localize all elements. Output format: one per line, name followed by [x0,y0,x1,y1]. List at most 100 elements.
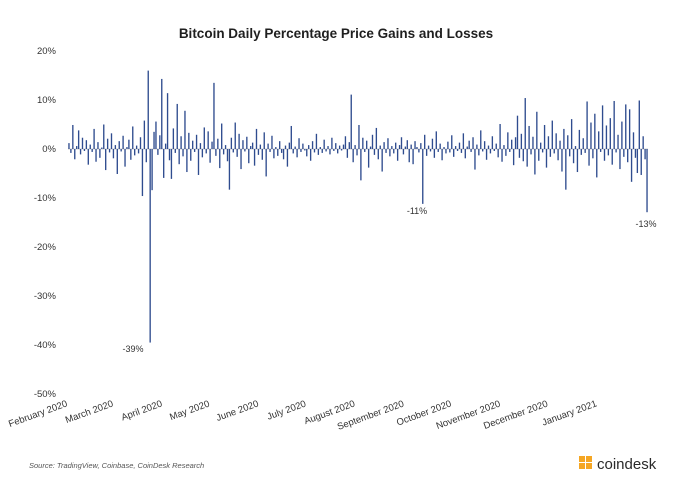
source-note: Source: TradingView, Coinbase, CoinDesk … [29,461,204,470]
bar [170,149,173,179]
coindesk-logo [579,456,592,469]
y-tick-label: -30% [34,291,57,302]
bar [335,143,337,149]
bar [116,149,118,174]
bar [352,149,354,163]
bar [331,137,333,149]
bar [377,149,379,160]
bar [207,131,209,149]
bar [193,149,196,152]
bar [317,149,320,155]
bar [570,119,573,149]
bar [85,140,88,149]
bar [277,149,279,156]
bar [375,127,378,149]
bar [149,149,151,343]
bar [561,149,563,172]
x-tick-label: July 2020 [266,398,308,422]
bar [574,146,577,149]
bar [265,149,267,177]
bar [79,149,82,155]
bar [350,94,352,149]
bar [439,143,441,149]
bar [427,145,430,149]
bar [584,149,586,153]
bar [68,143,70,149]
bar [553,149,555,154]
bar [257,149,260,155]
bar [366,140,368,149]
bar [646,149,648,213]
x-tick-label: April 2020 [120,398,164,423]
bar [360,149,362,181]
annotation-january-low: -13% [635,219,656,229]
bar [224,145,227,149]
y-tick-label: -10% [34,193,57,204]
bar [333,149,335,151]
bar [141,149,144,197]
bar [89,144,91,149]
bar [389,149,391,157]
bar [607,149,610,156]
coindesk-mark-icon [579,456,592,469]
bar [592,149,594,159]
bar [367,149,370,168]
bar [456,149,459,151]
bar [429,149,432,152]
bar [445,149,447,154]
bar [81,137,84,149]
bar [186,149,188,173]
bar [232,149,234,153]
bar [395,142,397,149]
bar [509,149,511,152]
bar [215,149,217,156]
bar [507,132,509,149]
bar [226,149,229,162]
bar [101,147,103,149]
bar [431,138,434,149]
bar [605,125,608,149]
bar [221,123,223,149]
bar [356,149,358,156]
bar [414,141,416,149]
bar [638,100,640,149]
bar [609,118,611,149]
bar [381,149,383,172]
bar [404,146,407,149]
bar [451,135,453,149]
bar [460,149,463,153]
bar [628,109,631,149]
bar [271,135,273,149]
bar [246,136,248,149]
annotation-march-low: -39% [122,344,143,354]
bar [483,141,486,149]
bar [128,139,130,149]
bar [290,125,292,149]
bar [308,145,310,149]
bar [400,137,403,149]
bar [122,135,124,149]
bar [454,146,457,149]
bar [337,149,339,154]
bar [323,139,325,149]
bar [418,149,420,153]
bar [437,149,439,152]
bar [499,124,501,149]
bar [300,149,302,152]
bar [340,149,343,151]
bar [536,111,538,149]
x-tick-label: May 2020 [168,398,211,423]
bar [522,149,524,162]
bar [230,137,233,149]
bar [586,101,588,149]
bar [280,149,283,153]
bar [538,149,540,161]
bar [178,149,180,165]
bar [143,120,146,149]
bar [371,134,374,149]
bar [267,143,269,149]
bar [424,134,426,149]
bar [611,149,613,165]
bar [569,149,571,157]
bar [615,149,617,153]
